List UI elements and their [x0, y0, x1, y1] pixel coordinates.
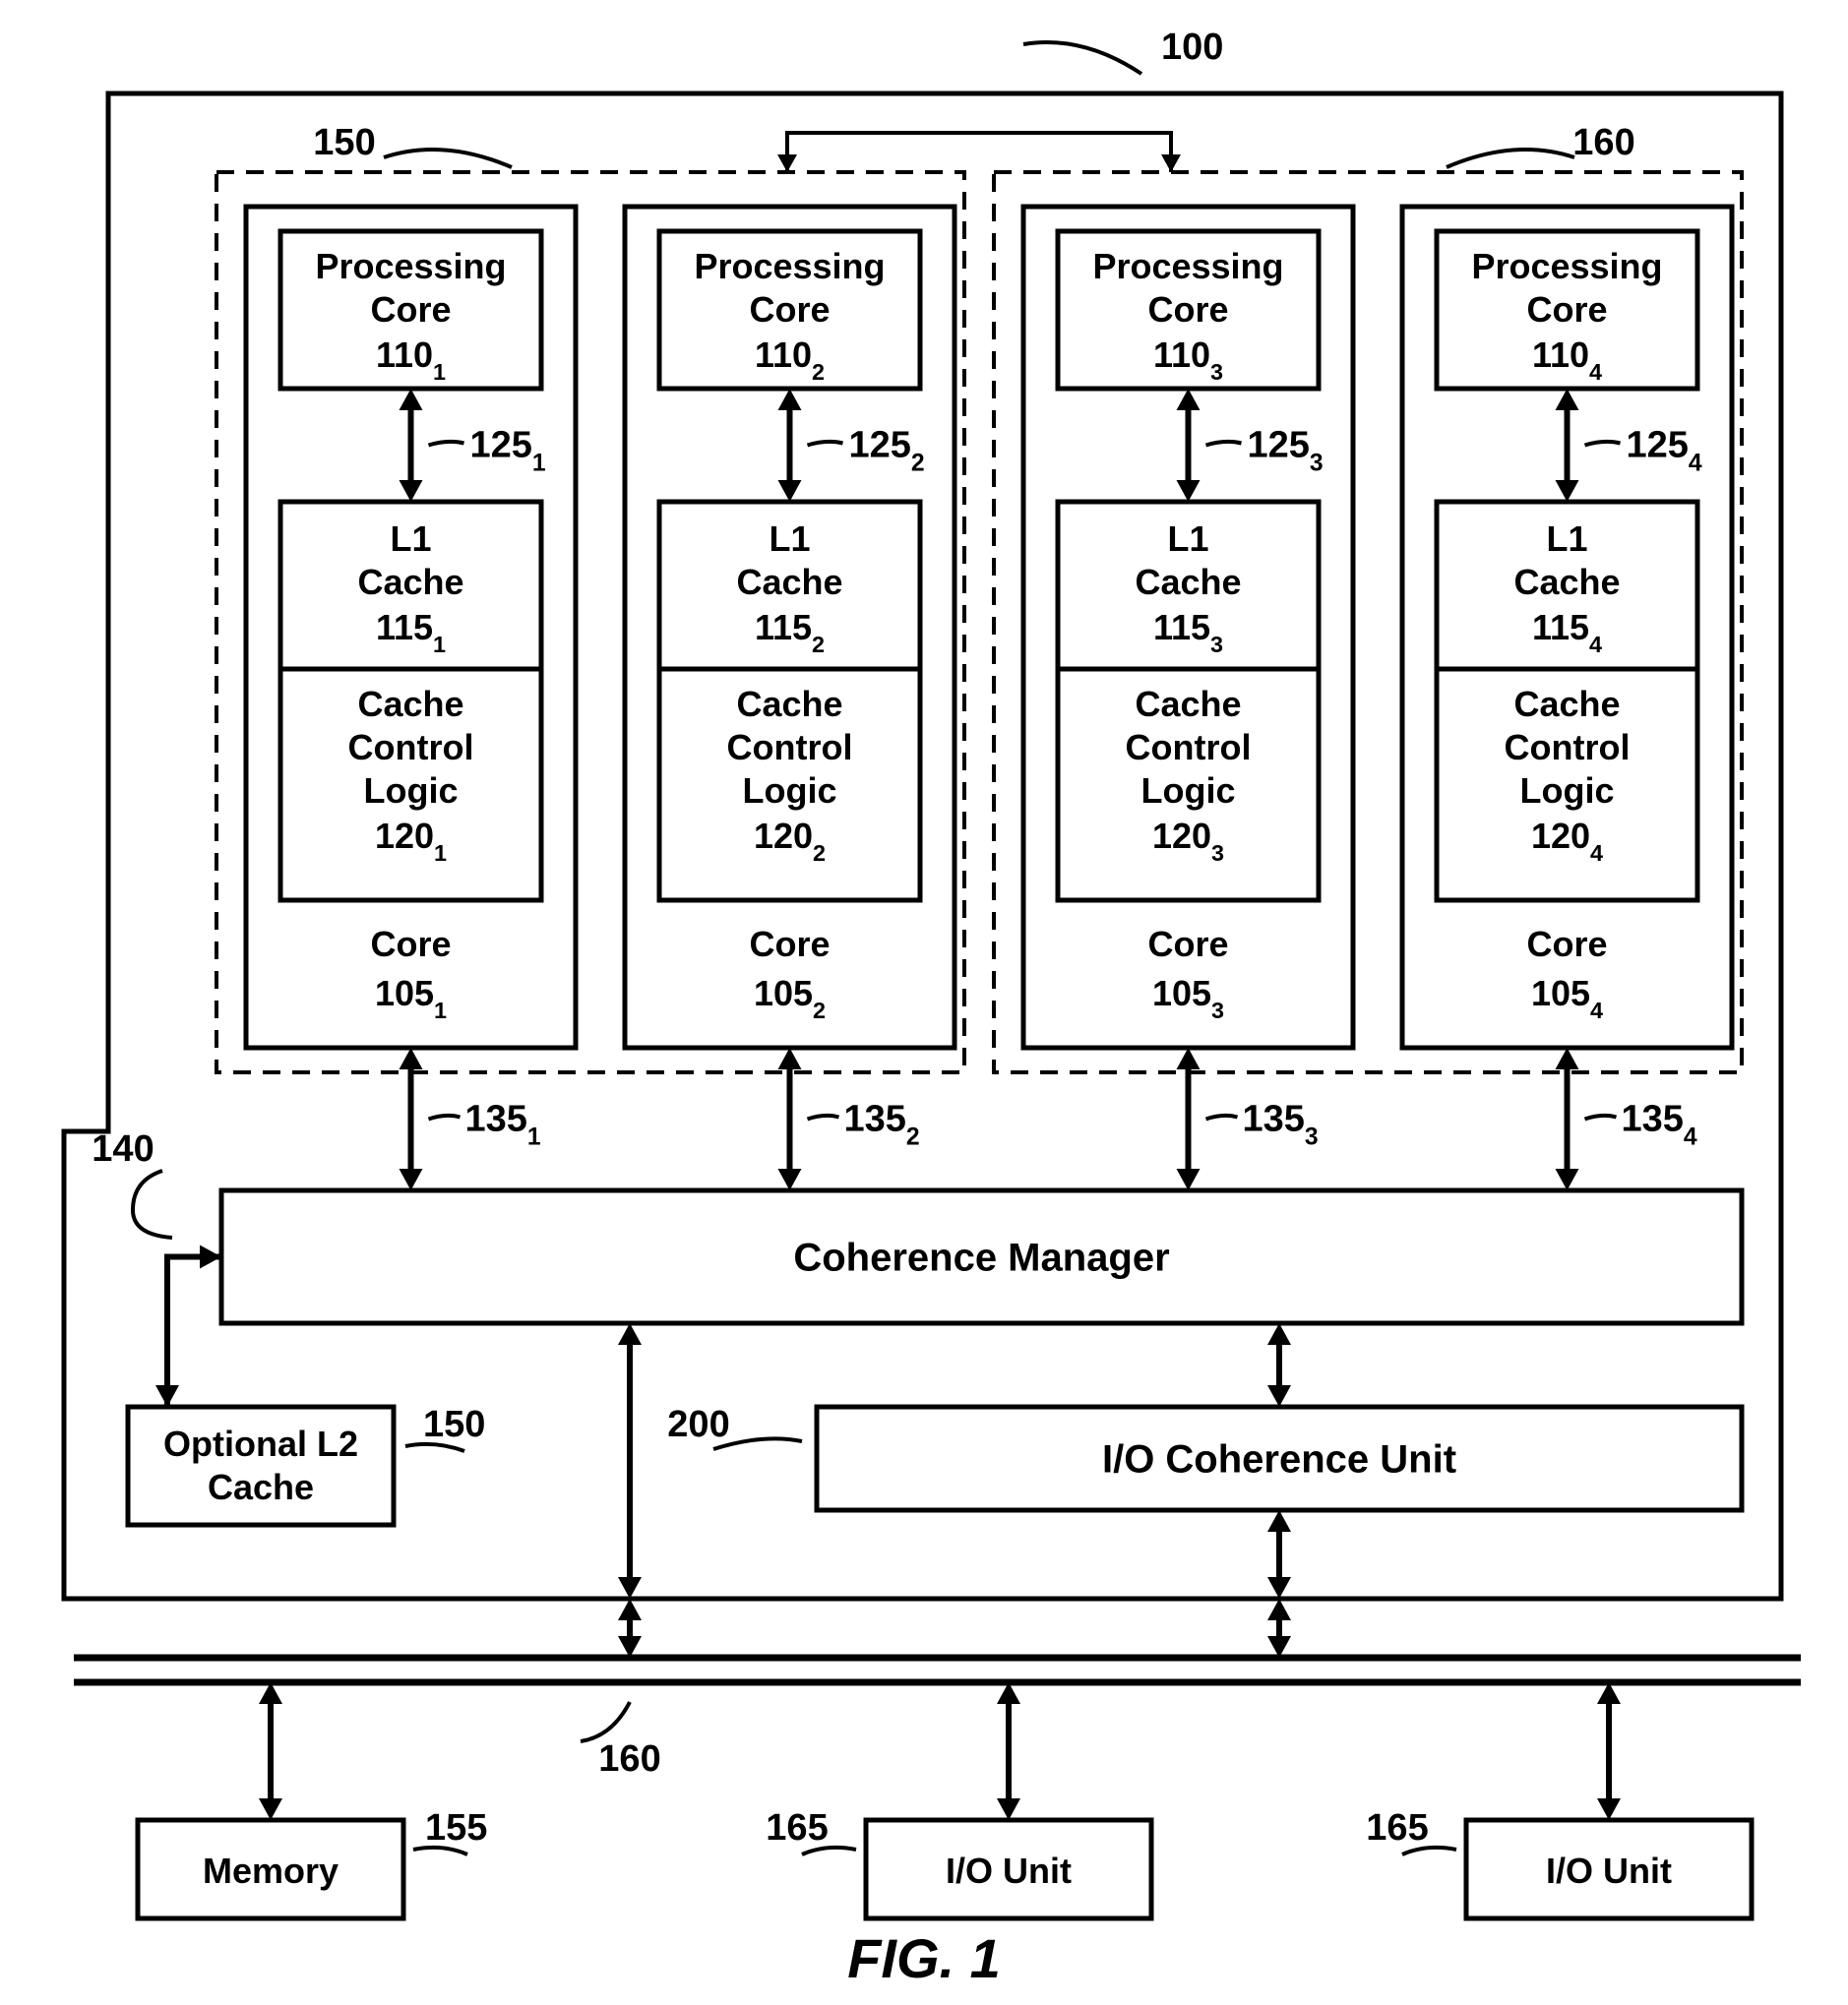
l1-l2-2: Cache — [736, 562, 842, 602]
ref-100: 100 — [1161, 27, 1223, 68]
ccl-l2-3: Control — [1126, 727, 1252, 767]
ccl-l2-1: Control — [348, 727, 474, 767]
arrow-bus-1 — [618, 1599, 642, 1658]
iounit-2-label: I/O Unit — [1546, 1851, 1672, 1891]
l1-l1-3: L1 — [1167, 518, 1208, 559]
ccl-l3-3: Logic — [1141, 770, 1236, 811]
arrow-bus-2 — [1267, 1599, 1291, 1658]
iounit-1-label: I/O Unit — [946, 1851, 1072, 1891]
iounit-2-ref: 165 — [1366, 1807, 1428, 1849]
proc-l2-1: Core — [370, 289, 451, 330]
l1-l2-4: Cache — [1513, 562, 1620, 602]
l1-l1-2: L1 — [769, 518, 810, 559]
l1-l1-4: L1 — [1546, 518, 1587, 559]
lead-100 — [1023, 42, 1141, 74]
iounit-2-arrow — [1597, 1682, 1621, 1820]
l2-l1: Optional L2 — [163, 1424, 358, 1464]
memory-ref: 155 — [425, 1807, 487, 1849]
memory-arrow — [259, 1682, 282, 1820]
proc-l2-2: Core — [749, 289, 830, 330]
proc-l2-4: Core — [1526, 289, 1607, 330]
proc-l1-2: Processing — [694, 246, 885, 286]
proc-l1-1: Processing — [315, 246, 506, 286]
l2-l2: Cache — [208, 1467, 314, 1507]
ref-160: 160 — [1572, 122, 1634, 163]
ccl-l1-4: Cache — [1513, 684, 1620, 724]
l1-l2-1: Cache — [357, 562, 463, 602]
coherence-manager-label: Coherence Manager — [793, 1237, 1169, 1280]
l1-l2-3: Cache — [1135, 562, 1241, 602]
ref-bus: 160 — [598, 1738, 660, 1780]
ccl-l3-4: Logic — [1520, 770, 1615, 811]
ref-150: 150 — [313, 122, 375, 163]
core-lbl-1: Core — [370, 924, 451, 964]
ccl-l1-2: Cache — [736, 684, 842, 724]
ccl-l1-3: Cache — [1135, 684, 1241, 724]
ccl-l3-2: Logic — [743, 770, 837, 811]
proc-l2-3: Core — [1147, 289, 1228, 330]
figure-label: FIG. 1 — [847, 1927, 1001, 1989]
proc-l1-4: Processing — [1471, 246, 1662, 286]
proc-l1-3: Processing — [1092, 246, 1283, 286]
l1-l1-1: L1 — [390, 518, 431, 559]
iocu-label: I/O Coherence Unit — [1102, 1438, 1456, 1482]
ref-140: 140 — [92, 1128, 154, 1170]
ref-l2: 150 — [423, 1404, 485, 1445]
ccl-l2-2: Control — [727, 727, 853, 767]
memory-label: Memory — [203, 1851, 339, 1891]
ccl-l2-4: Control — [1505, 727, 1631, 767]
ccl-l1-1: Cache — [357, 684, 463, 724]
core-lbl-3: Core — [1147, 924, 1228, 964]
ref-200: 200 — [667, 1404, 729, 1445]
iounit-1-arrow — [997, 1682, 1020, 1820]
core-lbl-2: Core — [749, 924, 830, 964]
core-lbl-4: Core — [1526, 924, 1607, 964]
iounit-1-ref: 165 — [766, 1807, 828, 1849]
ccl-l3-1: Logic — [364, 770, 459, 811]
lead-bus — [581, 1702, 630, 1741]
